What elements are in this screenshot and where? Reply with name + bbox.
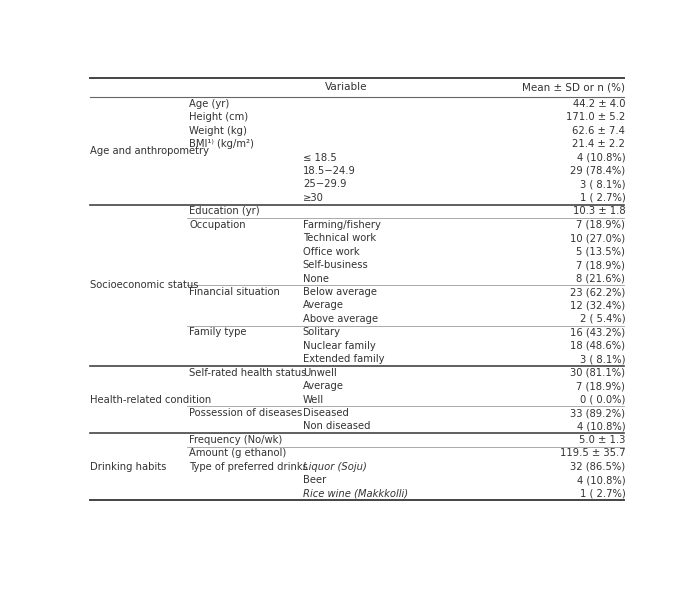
Text: Extended family: Extended family [303,354,384,364]
Text: Age (yr): Age (yr) [189,99,230,109]
Text: Age and anthropometry: Age and anthropometry [90,146,209,156]
Text: 7 (18.9%): 7 (18.9%) [576,220,625,230]
Text: 4 (10.8%): 4 (10.8%) [577,475,625,485]
Text: 10.3 ± 1.8: 10.3 ± 1.8 [573,207,625,216]
Text: Amount (g ethanol): Amount (g ethanol) [189,448,287,458]
Text: 18.5−24.9: 18.5−24.9 [303,166,356,176]
Text: BMI¹⁾ (kg/m²): BMI¹⁾ (kg/m²) [189,139,254,149]
Text: 5 (13.5%): 5 (13.5%) [576,247,625,257]
Text: Unwell: Unwell [303,368,336,378]
Text: 29 (78.4%): 29 (78.4%) [570,166,625,176]
Text: Height (cm): Height (cm) [189,112,248,122]
Text: 62.6 ± 7.4: 62.6 ± 7.4 [572,126,625,136]
Text: Socioeconomic status: Socioeconomic status [90,280,198,290]
Text: Type of preferred drinks: Type of preferred drinks [189,462,308,472]
Text: Liquor (Soju): Liquor (Soju) [303,462,367,472]
Text: Possession of diseases: Possession of diseases [189,408,303,418]
Text: Below average: Below average [303,287,377,297]
Text: 8 (21.6%): 8 (21.6%) [576,274,625,284]
Text: Mean ± SD or n (%): Mean ± SD or n (%) [522,82,625,92]
Text: Self-business: Self-business [303,260,368,270]
Text: Weight (kg): Weight (kg) [189,126,247,136]
Text: Well: Well [303,395,324,404]
Text: 33 (89.2%): 33 (89.2%) [570,408,625,418]
Text: 0 ( 0.0%): 0 ( 0.0%) [580,395,625,404]
Text: 21.4 ± 2.2: 21.4 ± 2.2 [572,139,625,149]
Text: 12 (32.4%): 12 (32.4%) [570,301,625,310]
Text: Education (yr): Education (yr) [189,207,260,216]
Text: 2 ( 5.4%): 2 ( 5.4%) [580,314,625,324]
Text: 23 (62.2%): 23 (62.2%) [570,287,625,297]
Text: 30 (81.1%): 30 (81.1%) [570,368,625,378]
Text: 7 (18.9%): 7 (18.9%) [576,381,625,391]
Text: 119.5 ± 35.7: 119.5 ± 35.7 [560,448,625,458]
Text: Drinking habits: Drinking habits [90,462,166,472]
Text: 3 ( 8.1%): 3 ( 8.1%) [580,179,625,189]
Text: Occupation: Occupation [189,220,246,230]
Text: Farming/fishery: Farming/fishery [303,220,381,230]
Text: ≥30: ≥30 [303,193,324,203]
Text: Technical work: Technical work [303,233,376,243]
Text: 4 (10.8%): 4 (10.8%) [577,153,625,163]
Text: Office work: Office work [303,247,359,257]
Text: Frequency (No/wk): Frequency (No/wk) [189,435,283,445]
Text: Solitary: Solitary [303,327,341,337]
Text: Self-rated health status: Self-rated health status [189,368,307,378]
Text: None: None [303,274,329,284]
Text: Diseased: Diseased [303,408,349,418]
Text: Health-related condition: Health-related condition [90,395,211,404]
Text: 25−29.9: 25−29.9 [303,179,347,189]
Text: 18 (48.6%): 18 (48.6%) [570,341,625,351]
Text: 3 ( 8.1%): 3 ( 8.1%) [580,354,625,364]
Text: 32 (86.5%): 32 (86.5%) [570,462,625,472]
Text: Average: Average [303,301,344,310]
Text: 16 (43.2%): 16 (43.2%) [570,327,625,337]
Text: 171.0 ± 5.2: 171.0 ± 5.2 [566,112,625,122]
Text: Family type: Family type [189,327,247,337]
Text: ≤ 18.5: ≤ 18.5 [303,153,336,163]
Text: Average: Average [303,381,344,391]
Text: 10 (27.0%): 10 (27.0%) [570,233,625,243]
Text: Nuclear family: Nuclear family [303,341,376,351]
Text: Above average: Above average [303,314,378,324]
Text: Rice wine (Makkkolli): Rice wine (Makkkolli) [303,489,408,498]
Text: Financial situation: Financial situation [189,287,280,297]
Text: Variable: Variable [324,82,367,92]
Text: 7 (18.9%): 7 (18.9%) [576,260,625,270]
Text: Beer: Beer [303,475,326,485]
Text: 44.2 ± 4.0: 44.2 ± 4.0 [573,99,625,109]
Text: 1 ( 2.7%): 1 ( 2.7%) [580,193,625,203]
Text: Non diseased: Non diseased [303,422,370,432]
Text: 5.0 ± 1.3: 5.0 ± 1.3 [579,435,625,445]
Text: 4 (10.8%): 4 (10.8%) [577,422,625,432]
Text: 1 ( 2.7%): 1 ( 2.7%) [580,489,625,498]
